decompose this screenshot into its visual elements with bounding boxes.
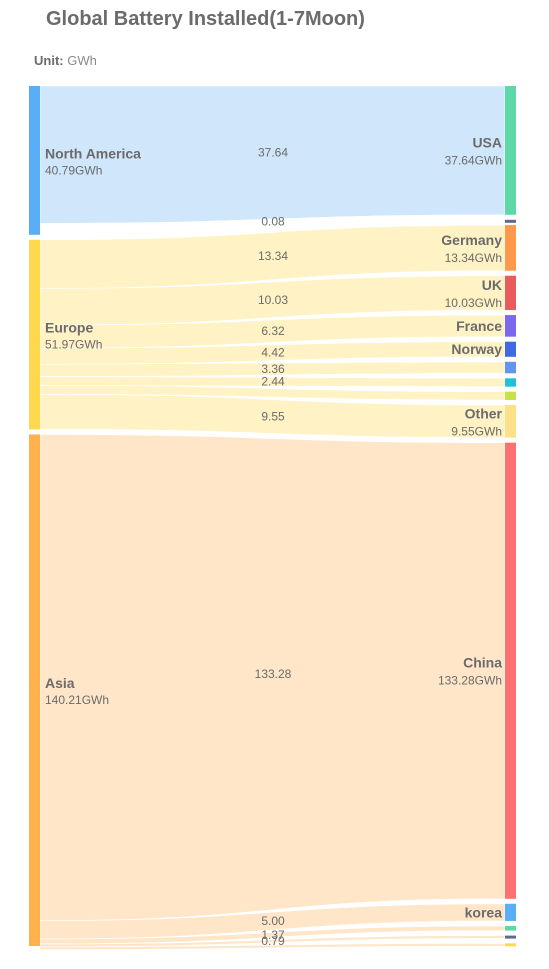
target-label: France <box>456 318 502 334</box>
link-value-label: 0.08 <box>261 215 285 229</box>
link-asia-11 <box>39 903 506 940</box>
source-label: Europe <box>45 320 93 336</box>
target-node-unlabeled-12[interactable] <box>505 925 516 931</box>
target-value: 133.28GWh <box>438 674 502 688</box>
target-node-usa[interactable] <box>505 86 516 215</box>
target-label: Norway <box>451 341 502 357</box>
target-node-france[interactable] <box>505 315 516 337</box>
target-node-china[interactable] <box>505 442 516 899</box>
target-label: UK <box>482 277 502 293</box>
source-label: Asia <box>45 675 75 691</box>
link-value-label: 2.44 <box>261 375 285 389</box>
target-label: korea <box>465 904 503 920</box>
target-label: China <box>463 655 502 671</box>
target-label: USA <box>472 134 502 150</box>
labels-layer: 37.64 0.08 13.34 10.03 6.32 4.42 3.362.44 9.55 1… <box>45 134 503 948</box>
target-node-korea[interactable] <box>505 903 516 921</box>
link-value-label: 3.36 <box>261 362 285 376</box>
target-node-unlabeled-14[interactable] <box>505 943 516 947</box>
unit-caption: Unit: GWh <box>34 53 97 68</box>
source-label: North America <box>45 145 141 161</box>
source-node-europe[interactable] <box>29 239 40 430</box>
link-value-label: 10.03 <box>258 293 288 307</box>
target-node-unlabeled-8[interactable] <box>505 391 516 401</box>
link-europe-9 <box>39 394 506 438</box>
target-node-unlabeled-7[interactable] <box>505 378 516 387</box>
link-value-label: 1.37 <box>261 928 285 942</box>
source-node-north-america[interactable] <box>29 86 40 235</box>
link-value-label: 13.34 <box>258 249 288 263</box>
target-label: Germany <box>441 232 502 248</box>
target-label: Other <box>465 405 503 421</box>
target-node-uk[interactable] <box>505 275 516 311</box>
source-node-asia[interactable] <box>29 434 40 946</box>
target-value: 10.03GWh <box>445 296 502 310</box>
link-value-label: 4.42 <box>261 346 285 360</box>
unit-value: GWh <box>67 53 97 68</box>
target-value: 13.34GWh <box>445 251 502 265</box>
target-value: 9.55GWh <box>451 424 502 438</box>
link-value-label: 5.00 <box>261 914 285 928</box>
source-value: 140.21GWh <box>45 693 109 707</box>
link-value-label: 9.55 <box>261 410 285 424</box>
target-node-other[interactable] <box>505 405 516 438</box>
target-node-unlabeled-6[interactable] <box>505 361 516 374</box>
source-value: 51.97GWh <box>45 338 102 352</box>
link-value-label: 0.79 <box>261 934 285 948</box>
source-value: 40.79GWh <box>45 163 102 177</box>
target-node-norway[interactable] <box>505 341 516 357</box>
unit-label: Unit: <box>34 53 64 68</box>
target-value: 37.64GWh <box>445 153 502 167</box>
nodes-layer <box>29 86 516 947</box>
chart-title: Global Battery Installed(1-7Moon) <box>46 8 365 30</box>
target-node-unlabeled-1[interactable] <box>505 219 516 223</box>
target-node-unlabeled-13[interactable] <box>505 935 516 939</box>
link-value-label: 6.32 <box>261 324 285 338</box>
link-value-label: 37.64 <box>258 146 288 160</box>
target-node-germany[interactable] <box>505 225 516 271</box>
links-layer <box>39 85 506 951</box>
link-asia-10 <box>39 434 506 922</box>
link-value-label: 133.28 <box>255 667 292 681</box>
